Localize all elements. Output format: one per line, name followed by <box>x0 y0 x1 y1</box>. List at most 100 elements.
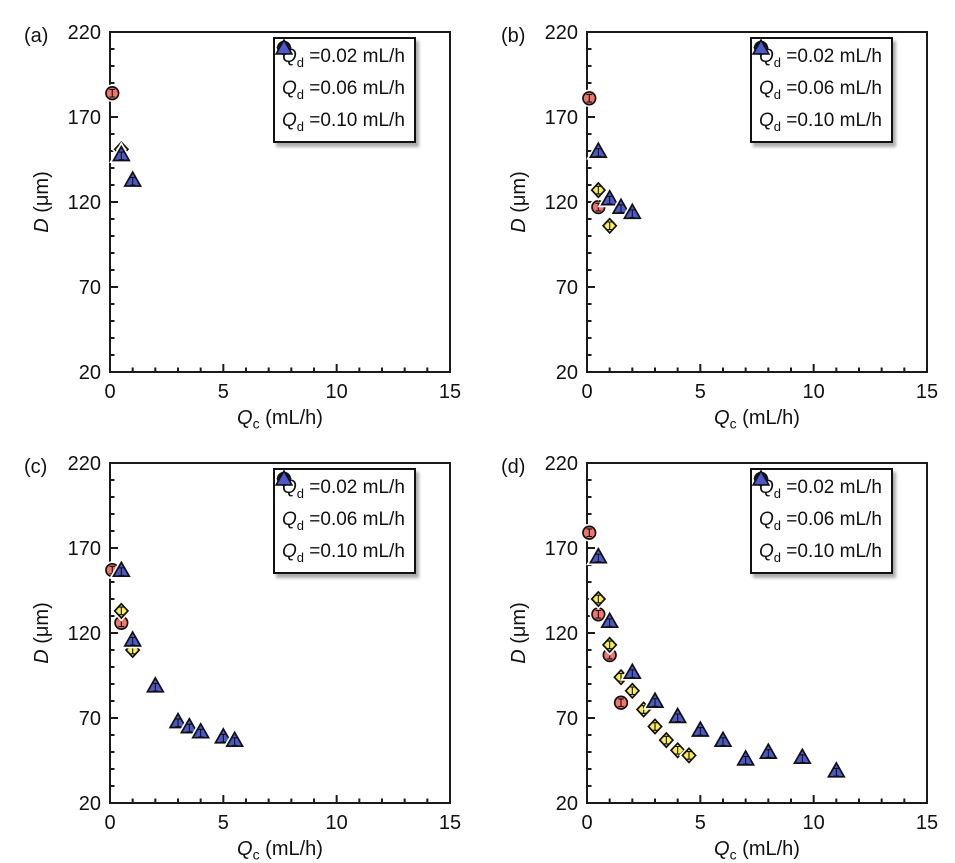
series-2 <box>586 138 645 221</box>
x-tick-label: 0 <box>581 812 592 834</box>
y-tick-label: 220 <box>545 22 578 44</box>
legend-item: Qd =0.10 mL/h <box>752 470 882 566</box>
error-bar <box>220 733 227 743</box>
y-tick-label: 70 <box>79 708 101 730</box>
error-bar <box>686 751 692 760</box>
y-tick-label: 170 <box>545 538 578 560</box>
error-bar <box>595 553 602 563</box>
y-tick-label: 120 <box>68 192 101 214</box>
y-tick-label: 20 <box>556 793 578 815</box>
x-tick-label: 15 <box>916 812 938 834</box>
x-tick-label: 5 <box>218 812 229 834</box>
error-bar <box>606 640 613 650</box>
y-tick-label: 20 <box>556 362 578 384</box>
error-bar <box>109 88 116 98</box>
error-bar <box>175 718 181 728</box>
panel-d: 0 5 10 15 220 170 120 70 20 Qc (mL/h) D (μm) (d) Qd … <box>477 431 955 863</box>
x-axis-title: Qc (mL/h) <box>714 838 800 863</box>
x-axis-title: Qc (mL/h) <box>714 407 800 431</box>
legend-box: Qd =0.02 mL/h Qd =0.06 mL/h Qd =0.10 mL/h <box>750 468 893 575</box>
error-bar <box>674 745 681 755</box>
legend-box: Qd =0.02 mL/h Qd =0.06 mL/h Qd =0.10 mL/h <box>273 468 416 575</box>
error-bar <box>129 177 136 186</box>
error-bar <box>697 727 704 736</box>
y-tick-label: 20 <box>79 362 101 384</box>
legend-item-label: Qd =0.06 mL/h <box>282 78 405 102</box>
error-bar <box>586 528 593 538</box>
y-axis-title: D (μm) <box>508 171 530 233</box>
x-axis-title: Qc (mL/h) <box>237 838 323 863</box>
series-2 <box>586 543 849 780</box>
x-tick-label: 0 <box>104 812 115 834</box>
legend-triangle-glyph <box>752 470 770 486</box>
error-bar <box>595 148 602 157</box>
legend-triangle-glyph <box>752 39 770 55</box>
x-axis-title: Qc (mL/h) <box>237 407 323 431</box>
x-tick-label: 5 <box>695 381 706 403</box>
error-bar <box>618 204 624 213</box>
panel-label: (a) <box>24 25 48 47</box>
error-bar <box>586 93 593 103</box>
panel-b-chart: 0 5 10 15 220 170 120 70 20 Qc (mL/h) D (μm) (b) <box>501 22 938 431</box>
legend-item-label: Qd =0.06 mL/h <box>282 509 405 533</box>
legend-triangle-glyph <box>275 470 293 486</box>
error-bar <box>629 669 636 678</box>
x-tick-label: 15 <box>439 812 461 834</box>
error-bar <box>595 594 602 604</box>
error-bar <box>765 749 772 758</box>
error-bar <box>629 686 636 696</box>
y-tick-label: 70 <box>79 277 101 299</box>
y-tick-label: 170 <box>68 538 101 560</box>
y-tick-label: 220 <box>68 453 101 475</box>
legend-item-label: Qd =0.02 mL/h <box>282 477 405 501</box>
legend-marker-triangle-icon <box>752 39 770 55</box>
y-tick-label: 120 <box>545 623 578 645</box>
x-tick-label: 15 <box>916 381 938 403</box>
series-2 <box>109 141 145 189</box>
error-bar <box>595 185 602 195</box>
error-bar <box>652 722 658 731</box>
legend-item: Qd =0.10 mL/h <box>275 470 405 566</box>
legend-item: Qd =0.02 mL/h <box>753 471 882 502</box>
y-tick-label: 170 <box>68 107 101 129</box>
legend-item: Qd =0.10 mL/h <box>275 39 405 135</box>
y-tick-label: 20 <box>79 793 101 815</box>
y-tick-label: 120 <box>68 623 101 645</box>
error-bar <box>652 698 658 707</box>
y-tick-label: 70 <box>556 277 578 299</box>
x-tick-label: 0 <box>581 381 592 403</box>
legend-item-label: Qd =0.10 mL/h <box>282 110 405 134</box>
panel-label: (d) <box>501 456 525 478</box>
legend-marker-triangle-icon <box>275 470 293 486</box>
panel-d-chart: 0 5 10 15 220 170 120 70 20 Qc (mL/h) D (μm) (d) <box>501 453 938 863</box>
panel-label: (b) <box>501 25 525 47</box>
y-tick-label: 220 <box>545 453 578 475</box>
y-axis-title: D (μm) <box>508 602 530 664</box>
x-tick-label: 0 <box>104 381 115 403</box>
error-bar <box>118 606 125 616</box>
legend-item-label: Qd =0.02 mL/h <box>282 46 405 70</box>
y-tick-label: 120 <box>545 192 578 214</box>
legend-item-label: Qd =0.06 mL/h <box>759 509 882 533</box>
error-bar <box>720 737 726 746</box>
x-tick-label: 15 <box>439 381 461 403</box>
error-bar <box>833 767 840 777</box>
legend-item-label: Qd =0.02 mL/h <box>759 477 882 501</box>
legend-item: Qd =0.06 mL/h <box>276 470 405 534</box>
error-bar <box>618 698 624 708</box>
series-1 <box>588 179 620 237</box>
error-bar <box>799 754 806 763</box>
legend-marker-triangle-icon <box>275 39 293 55</box>
error-bar <box>152 682 159 692</box>
series-0 <box>103 561 131 632</box>
x-tick-label: 5 <box>695 812 706 834</box>
series-2 <box>109 557 247 749</box>
legend-marker-triangle-icon <box>752 470 770 486</box>
error-bar <box>197 728 204 738</box>
legend-item: Qd =0.02 mL/h <box>276 40 405 71</box>
legend-item: Qd =0.10 mL/h <box>752 39 882 135</box>
error-bar <box>663 735 670 745</box>
error-bar <box>595 609 602 619</box>
legend-box: Qd =0.02 mL/h Qd =0.06 mL/h Qd =0.10 mL/h <box>273 37 416 144</box>
